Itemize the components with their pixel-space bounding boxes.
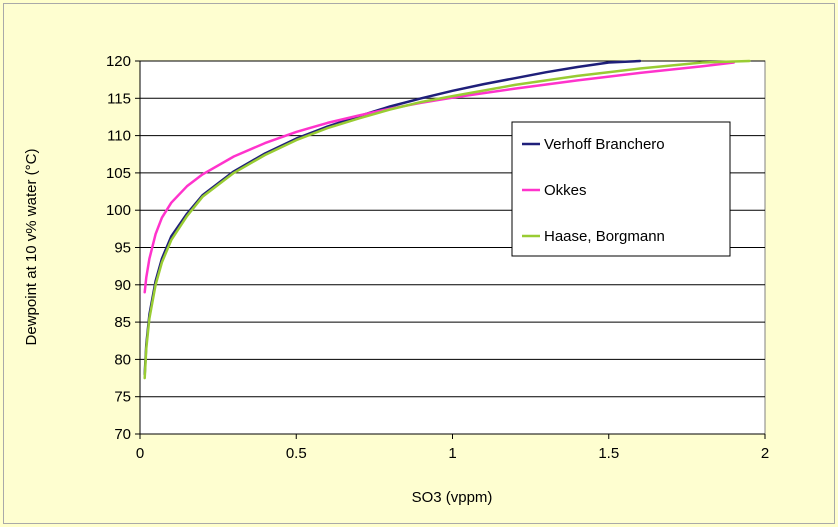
y-tick-label: 85 <box>114 314 131 331</box>
y-tick-label: 95 <box>114 240 131 257</box>
y-tick-label: 70 <box>114 426 131 443</box>
x-tick-label: 1 <box>448 445 456 462</box>
legend-label: Okkes <box>544 182 587 199</box>
y-tick-label: 115 <box>107 90 131 107</box>
x-axis-title: SO3 (vppm) <box>412 489 493 506</box>
y-axis-title: Dewpoint at 10 v% water (°C) <box>23 149 40 346</box>
y-tick-label: 110 <box>107 128 131 145</box>
y-tick-label: 100 <box>106 202 131 219</box>
y-tick-label: 80 <box>114 351 131 368</box>
x-tick-label: 1.5 <box>598 445 619 462</box>
legend-label: Verhoff Branchero <box>544 136 665 153</box>
legend: Verhoff Branchero Okkes Haase, Borgmann <box>512 122 730 256</box>
x-tick-label: 2 <box>761 445 769 462</box>
y-tick-label: 105 <box>106 165 131 182</box>
y-tick-label: 120 <box>106 53 131 70</box>
x-tick-label: 0.5 <box>286 445 307 462</box>
x-tick-label: 0 <box>136 445 144 462</box>
x-tick-labels: 0 0.5 1 1.5 2 <box>136 445 769 462</box>
y-tick-label: 75 <box>114 389 131 406</box>
y-tick-labels: 70 75 80 85 90 95 100 105 110 115 120 <box>106 53 131 443</box>
legend-label: Haase, Borgmann <box>544 228 665 245</box>
chart-svg: 70 75 80 85 90 95 100 105 110 115 120 0 0.5 1 1.5 2 SO… <box>4 4 834 523</box>
chart-frame: 70 75 80 85 90 95 100 105 110 115 120 0 0.5 1 1.5 2 SO… <box>3 3 835 524</box>
y-tick-label: 90 <box>114 277 131 294</box>
